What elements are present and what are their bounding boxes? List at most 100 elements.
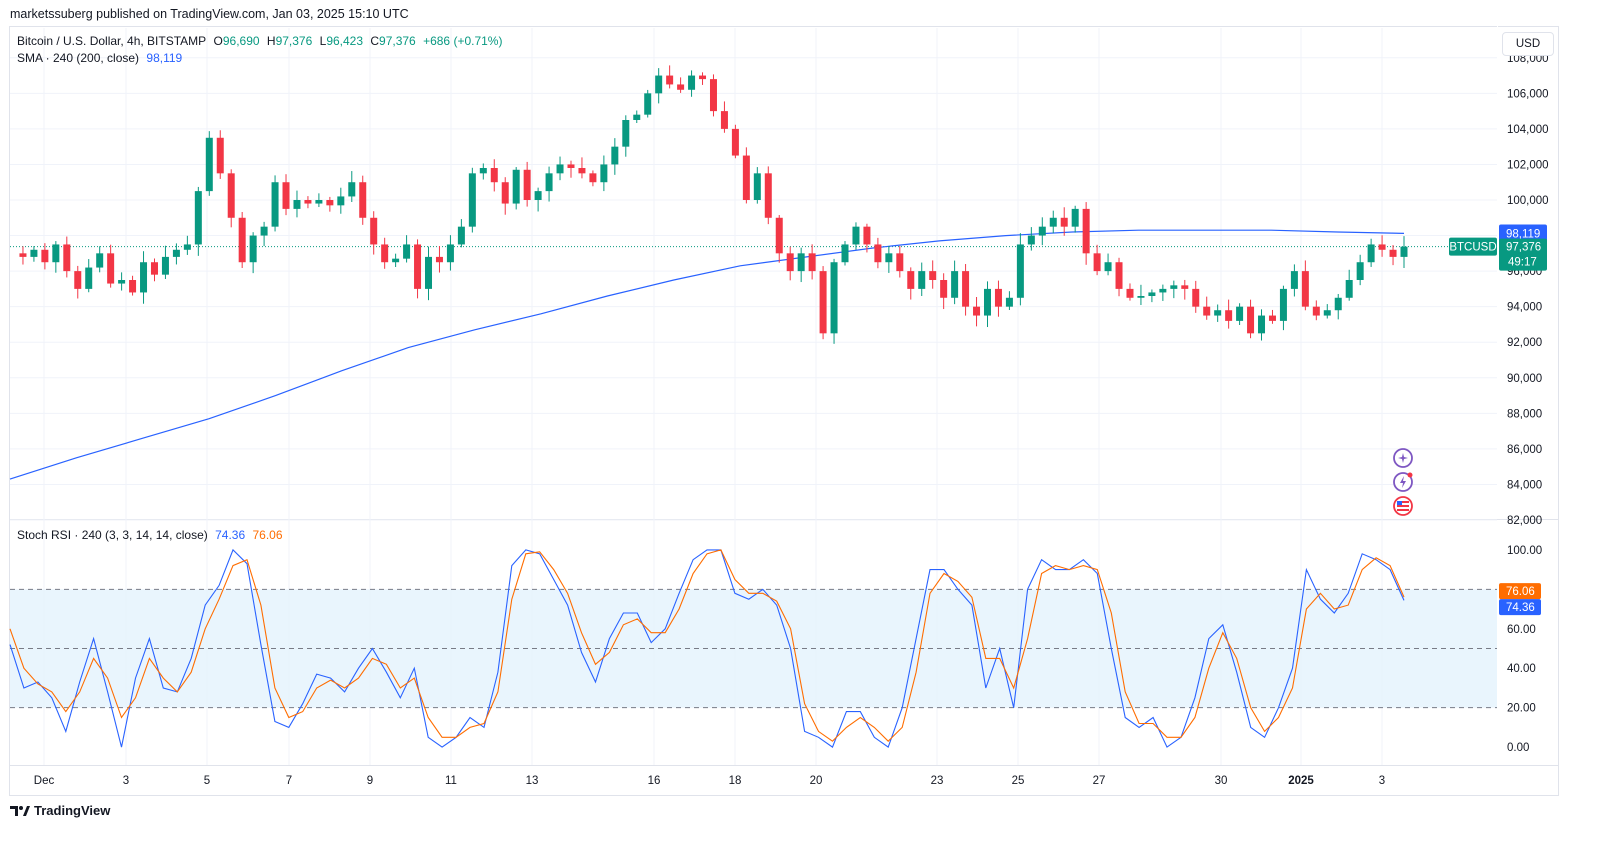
stoch-k-value: 74.36 bbox=[215, 528, 246, 542]
last-price-tag bbox=[1499, 238, 1547, 271]
price-tick-label: 86,000 bbox=[1507, 444, 1542, 456]
candle-body bbox=[1214, 310, 1222, 316]
candle-body bbox=[545, 173, 553, 192]
currency-button[interactable]: USD bbox=[1502, 32, 1554, 56]
candle-body bbox=[216, 137, 224, 174]
candles bbox=[19, 65, 1408, 344]
candle-body bbox=[293, 200, 301, 209]
candle-body bbox=[1334, 297, 1342, 311]
candle-body bbox=[1038, 226, 1046, 236]
candle-body bbox=[1005, 297, 1013, 307]
candle-body bbox=[381, 244, 389, 263]
symbol-tag bbox=[1449, 237, 1497, 256]
candle-body bbox=[1148, 292, 1156, 296]
candle-body bbox=[107, 253, 115, 284]
stoch-legend[interactable]: Stoch RSI · 240 (3, 3, 14, 14, close) 74… bbox=[17, 528, 287, 542]
candle-body bbox=[567, 164, 575, 168]
candle-body bbox=[1290, 271, 1298, 289]
time-tick-label: 3 bbox=[123, 775, 129, 787]
candle-body bbox=[633, 114, 641, 120]
stoch-lines bbox=[9, 548, 1405, 748]
candle-body bbox=[1345, 280, 1353, 298]
candle-body bbox=[1378, 244, 1386, 250]
candle-body bbox=[994, 288, 1002, 307]
candle-body bbox=[129, 280, 137, 293]
candle-body bbox=[337, 196, 345, 206]
candle-body bbox=[1093, 253, 1101, 272]
candle-body bbox=[885, 253, 893, 263]
time-tick-label: 20 bbox=[810, 775, 823, 787]
candle-body bbox=[973, 306, 981, 316]
candle-body bbox=[359, 182, 367, 218]
candle-body bbox=[1258, 315, 1266, 334]
candle-body bbox=[940, 280, 948, 298]
candle-body bbox=[699, 75, 707, 80]
candle-body bbox=[1323, 310, 1331, 316]
candle-body bbox=[666, 75, 674, 85]
us-flag-icon[interactable] bbox=[1393, 496, 1413, 516]
candle-body bbox=[1247, 306, 1255, 334]
price-tick-label: 92,000 bbox=[1507, 337, 1542, 349]
candle-body bbox=[534, 191, 542, 200]
time-tick-label: 23 bbox=[931, 775, 944, 787]
chart-frame bbox=[9, 26, 1559, 796]
candle-body bbox=[249, 235, 257, 263]
candle-body bbox=[63, 244, 71, 272]
change-value: +686 (+0.71%) bbox=[423, 34, 503, 48]
tradingview-logo[interactable]: TradingView bbox=[10, 803, 110, 818]
time-tick-label: 13 bbox=[526, 775, 539, 787]
price-tick-label: 100,000 bbox=[1507, 195, 1549, 207]
candle-body bbox=[1137, 296, 1145, 298]
time-tick-label: 27 bbox=[1093, 775, 1106, 787]
candle-body bbox=[644, 93, 652, 115]
lightning-icon[interactable] bbox=[1393, 472, 1413, 492]
candle-body bbox=[742, 155, 750, 200]
stoch-d-tag-label: 76.06 bbox=[1506, 586, 1535, 598]
candle-body bbox=[227, 173, 235, 218]
candle-body bbox=[1016, 244, 1024, 298]
sma-line bbox=[9, 229, 1405, 480]
candle-body bbox=[150, 262, 158, 275]
candle-body bbox=[326, 200, 334, 206]
stoch-tick-label: 40.00 bbox=[1507, 663, 1536, 675]
candle-body bbox=[731, 128, 739, 156]
price-tick-label: 84,000 bbox=[1507, 479, 1542, 491]
sma-value: 98,119 bbox=[146, 51, 183, 65]
candle-body bbox=[1279, 288, 1287, 321]
sma-legend[interactable]: SMA · 240 (200, close) 98,119 bbox=[17, 51, 186, 65]
candle-body bbox=[786, 253, 794, 272]
candle-body bbox=[907, 271, 915, 289]
sma-price-tag bbox=[1499, 224, 1547, 242]
candle-body bbox=[1301, 271, 1309, 307]
candle-body bbox=[501, 182, 509, 204]
candle-body bbox=[1400, 246, 1408, 257]
candle-body bbox=[709, 79, 717, 112]
time-tick-label: 3 bbox=[1379, 775, 1385, 787]
candle-body bbox=[874, 244, 882, 263]
candle-body bbox=[688, 75, 696, 90]
price-tick-label: 94,000 bbox=[1507, 302, 1542, 314]
price-tick-label: 82,000 bbox=[1507, 515, 1542, 527]
symbol-title[interactable]: Bitcoin / U.S. Dollar, 4h, BITSTAMP bbox=[17, 34, 207, 48]
price-tick-label: 102,000 bbox=[1507, 159, 1549, 171]
candle-body bbox=[1049, 217, 1057, 227]
countdown-label: 49:17 bbox=[1508, 257, 1537, 269]
candle-body bbox=[41, 249, 49, 263]
stoch-tick-label: 20.00 bbox=[1507, 703, 1536, 715]
candle-body bbox=[1356, 262, 1364, 280]
candle-body bbox=[1082, 208, 1090, 254]
candle-body bbox=[1268, 315, 1276, 321]
price-tags: BTCUSD 98,119 97,376 49:17 76.06 74.36 bbox=[1449, 224, 1547, 616]
candle-body bbox=[183, 244, 191, 250]
stoch-k-line bbox=[9, 548, 1405, 748]
plus-circle-icon[interactable] bbox=[1393, 448, 1413, 468]
candle-body bbox=[1192, 288, 1200, 307]
candle-body bbox=[172, 249, 180, 257]
candle-body bbox=[523, 169, 531, 200]
candle-body bbox=[1170, 285, 1178, 289]
price-tick-label: 106,000 bbox=[1507, 88, 1549, 100]
candle-body bbox=[951, 271, 959, 298]
candle-body bbox=[863, 226, 871, 245]
candle-body bbox=[852, 226, 860, 245]
